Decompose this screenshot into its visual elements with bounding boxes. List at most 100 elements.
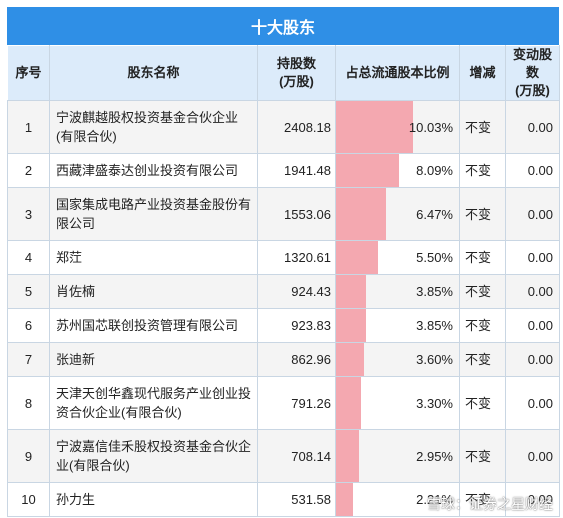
- header-change: 增减: [459, 45, 506, 101]
- header-change-amount: 变动股数 (万股): [505, 45, 560, 101]
- ratio-bar: [336, 377, 362, 429]
- holding-cell: 791.26: [257, 376, 336, 430]
- top-shareholders-panel: 十大股东 序号 股东名称 持股数 (万股) 占总流通股本比例 增减 变动股数 (万股…: [7, 7, 560, 517]
- change-amount-cell: 0.00: [505, 342, 560, 377]
- ratio-value: 5.50%: [416, 250, 453, 265]
- brand-watermark: 雪球：证券之星财经: [427, 496, 553, 512]
- change-amount-cell: 0.00: [505, 274, 560, 309]
- change-amount-cell: 0.00: [505, 240, 560, 275]
- rank-cell: 8: [7, 376, 50, 430]
- ratio-value: 6.47%: [416, 206, 453, 222]
- ratio-cell: 5.50%: [335, 240, 460, 275]
- ratio-cell: 8.09%: [335, 153, 460, 188]
- ratio-bar: [336, 430, 359, 482]
- change-amount-cell: 0.00: [505, 482, 560, 517]
- ratio-bar: [336, 241, 379, 274]
- change-cell: 不变: [459, 482, 506, 517]
- table-row: 8 天津天创华鑫现代服务产业创业投资合伙企业(有限合伙) 791.26 3.30% 不变…: [7, 376, 560, 430]
- ratio-cell: 6.47%: [335, 187, 460, 241]
- holding-cell: 2408.18: [257, 100, 336, 154]
- change-amount-cell: 0.00: [505, 187, 560, 241]
- ratio-bar: [336, 309, 366, 342]
- change-cell: 不变: [459, 187, 506, 241]
- change-amount-cell: 0.00: [505, 100, 560, 154]
- ratio-bar: [336, 275, 366, 308]
- change-cell: 不变: [459, 342, 506, 377]
- shareholder-name: 宁波麒越股权投资基金合伙企业(有限合伙): [49, 100, 258, 154]
- change-cell: 不变: [459, 100, 506, 154]
- shareholder-name: 国家集成电路产业投资基金股份有限公司: [49, 187, 258, 241]
- rank-cell: 3: [7, 187, 50, 241]
- table-row: 5 肖佐楠 924.43 3.85% 不变 0.00: [7, 274, 560, 309]
- ratio-value: 3.30%: [416, 395, 453, 411]
- shareholder-name: 肖佐楠: [49, 274, 258, 309]
- ratio-value: 2.95%: [416, 448, 453, 464]
- holding-cell: 923.83: [257, 308, 336, 343]
- shareholder-name: 孙力生: [49, 482, 258, 517]
- change-amount-cell: 0.00: [505, 376, 560, 430]
- ratio-value: 3.85%: [416, 284, 453, 299]
- ratio-cell: 2.95%: [335, 429, 460, 483]
- rank-cell: 1: [7, 100, 50, 154]
- table-row: 1 宁波麒越股权投资基金合伙企业(有限合伙) 2408.18 10.03% 不变 0.00: [7, 100, 560, 154]
- change-cell: 不变: [459, 429, 506, 483]
- ratio-cell: 2.21%: [335, 482, 460, 517]
- holding-cell: 1320.61: [257, 240, 336, 275]
- ratio-bar: [336, 483, 354, 516]
- holding-cell: 531.58: [257, 482, 336, 517]
- change-cell: 不变: [459, 376, 506, 430]
- holding-cell: 1941.48: [257, 153, 336, 188]
- ratio-cell: 10.03%: [335, 100, 460, 154]
- rank-cell: 9: [7, 429, 50, 483]
- change-amount-cell: 0.00: [505, 308, 560, 343]
- ratio-value: 8.09%: [416, 163, 453, 178]
- ratio-value: 10.03%: [408, 119, 453, 135]
- rank-cell: 7: [7, 342, 50, 377]
- header-rank: 序号: [7, 45, 50, 101]
- header-ratio: 占总流通股本比例: [335, 45, 460, 101]
- shareholder-name: 苏州国芯联创投资管理有限公司: [49, 308, 258, 343]
- change-amount-cell: 0.00: [505, 153, 560, 188]
- ratio-cell: 3.85%: [335, 274, 460, 309]
- table-row: 4 郑茳 1320.61 5.50% 不变 0.00: [7, 240, 560, 275]
- header-name: 股东名称: [49, 45, 258, 101]
- rank-cell: 4: [7, 240, 50, 275]
- shareholders-table: 序号 股东名称 持股数 (万股) 占总流通股本比例 增减 变动股数 (万股) 1 宁波…: [7, 45, 560, 517]
- ratio-bar: [336, 101, 414, 153]
- rank-cell: 10: [7, 482, 50, 517]
- change-cell: 不变: [459, 153, 506, 188]
- shareholder-name: 宁波嘉信佳禾股权投资基金合伙企业(有限合伙): [49, 429, 258, 483]
- table-row: 9 宁波嘉信佳禾股权投资基金合伙企业(有限合伙) 708.14 2.95% 不变 0.00: [7, 429, 560, 483]
- change-cell: 不变: [459, 240, 506, 275]
- table-row: 7 张迪新 862.96 3.60% 不变 0.00: [7, 342, 560, 377]
- table-row: 6 苏州国芯联创投资管理有限公司 923.83 3.85% 不变 0.00: [7, 308, 560, 343]
- shareholder-name: 郑茳: [49, 240, 258, 275]
- ratio-bar: [336, 188, 386, 240]
- ratio-cell: 3.30%: [335, 376, 460, 430]
- ratio-value: 3.85%: [416, 318, 453, 333]
- ratio-value: 2.21%: [416, 492, 453, 507]
- header-holding: 持股数 (万股): [257, 45, 336, 101]
- rank-cell: 5: [7, 274, 50, 309]
- holding-cell: 708.14: [257, 429, 336, 483]
- ratio-cell: 3.85%: [335, 308, 460, 343]
- table-row: 3 国家集成电路产业投资基金股份有限公司 1553.06 6.47% 不变 0.00: [7, 187, 560, 241]
- table-title: 十大股东: [7, 7, 559, 45]
- ratio-bar: [336, 154, 399, 187]
- rank-cell: 6: [7, 308, 50, 343]
- ratio-bar: [336, 343, 364, 376]
- shareholder-name: 张迪新: [49, 342, 258, 377]
- header-row: 序号 股东名称 持股数 (万股) 占总流通股本比例 增减 变动股数 (万股): [7, 45, 560, 101]
- ratio-cell: 3.60%: [335, 342, 460, 377]
- ratio-value: 3.60%: [416, 352, 453, 367]
- table-row: 2 西藏津盛泰达创业投资有限公司 1941.48 8.09% 不变 0.00: [7, 153, 560, 188]
- change-cell: 不变: [459, 274, 506, 309]
- rank-cell: 2: [7, 153, 50, 188]
- table-row: 10 孙力生 531.58 2.21% 不变 0.00: [7, 482, 560, 517]
- change-cell: 不变: [459, 308, 506, 343]
- shareholder-name: 西藏津盛泰达创业投资有限公司: [49, 153, 258, 188]
- holding-cell: 862.96: [257, 342, 336, 377]
- holding-cell: 1553.06: [257, 187, 336, 241]
- change-amount-cell: 0.00: [505, 429, 560, 483]
- shareholder-name: 天津天创华鑫现代服务产业创业投资合伙企业(有限合伙): [49, 376, 258, 430]
